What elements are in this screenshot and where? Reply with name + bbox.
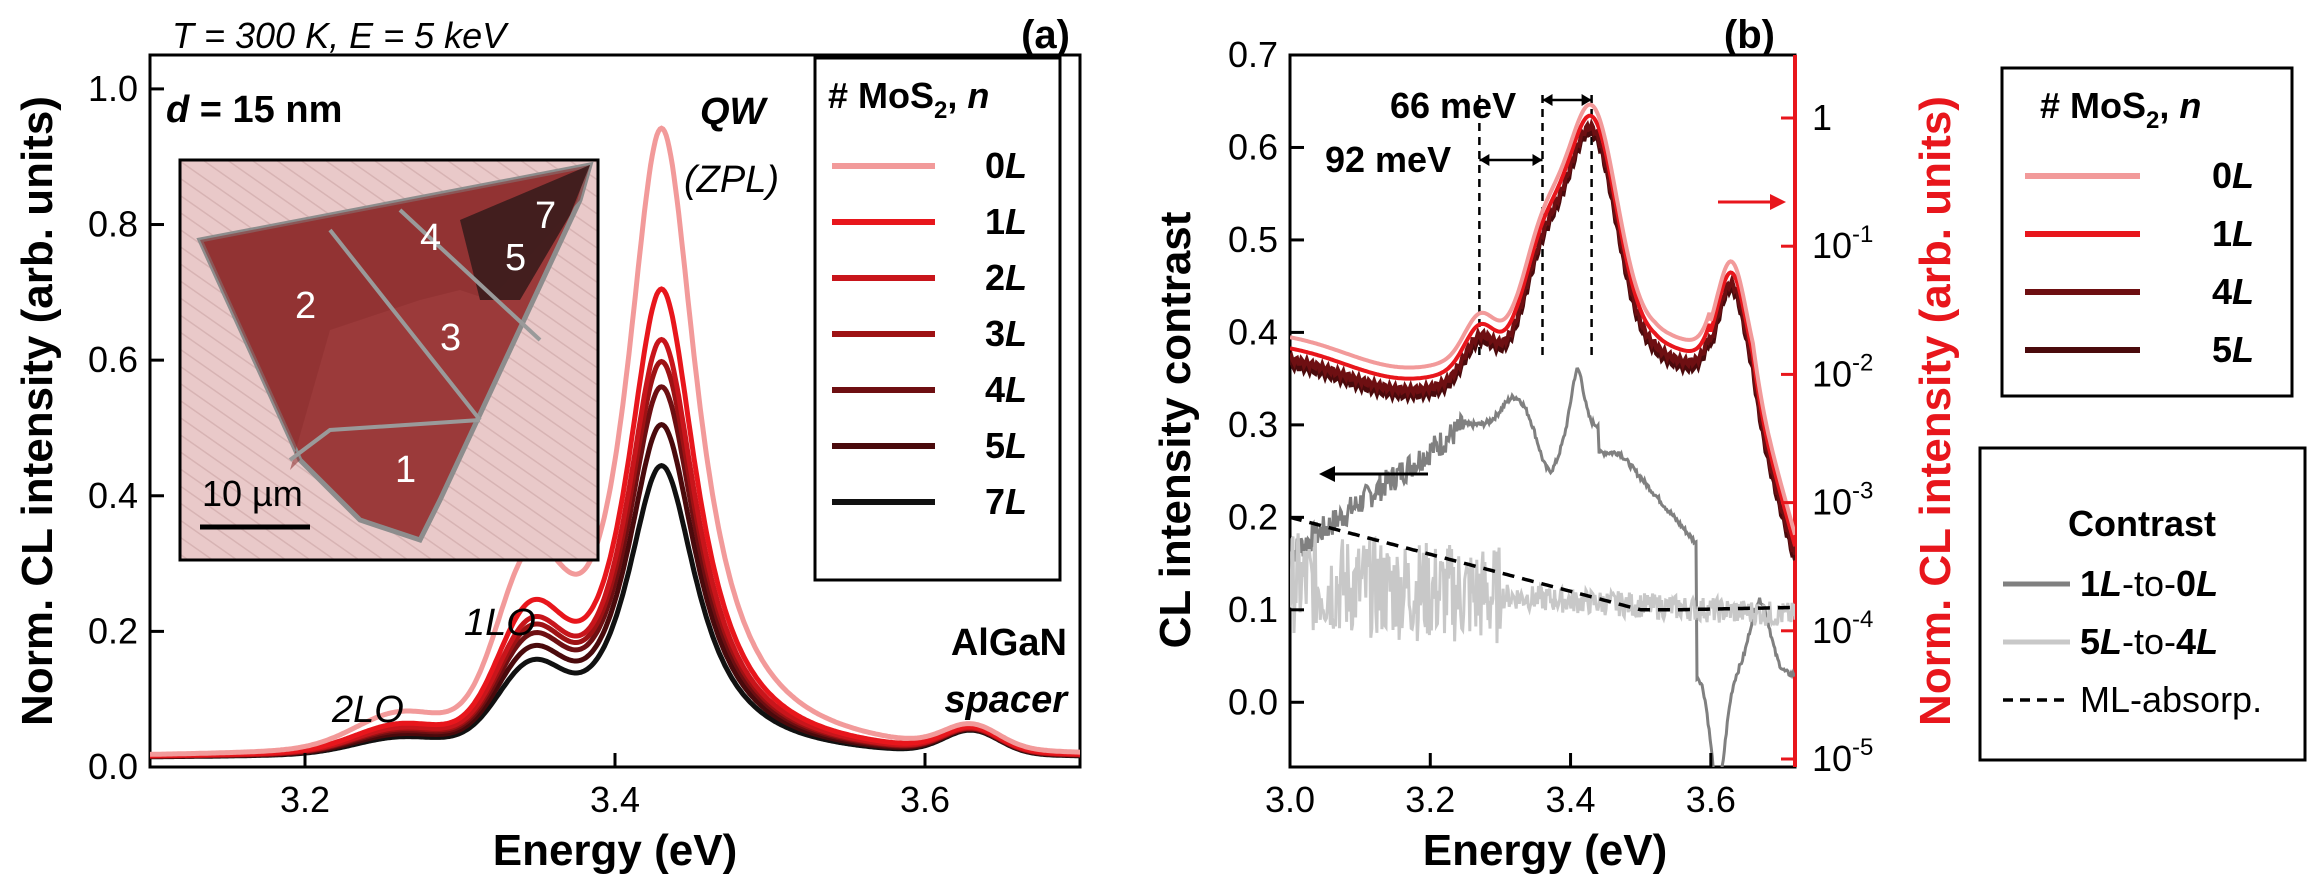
y-axis-title-right-b: Norm. CL intensity (arb. units) [1911, 96, 1960, 726]
y-tick-label-left-b: 0.1 [1228, 589, 1278, 630]
x-tick-label-a: 3.4 [590, 779, 640, 820]
ticks-b: 3.0 3.2 3.4 3.6 0.0 0.1 0.2 0.3 0.4 0.5 0.6 0.7 10-5… [1228, 34, 1873, 820]
y-tick-label-right-b: 10-2 [1812, 349, 1873, 394]
legend-label-0L: 0L [985, 145, 1027, 186]
legend-label-b-1L: 1L [2212, 213, 2254, 254]
legend-label-5L: 5L [985, 425, 1027, 466]
spectrum-line-4L [1290, 118, 1795, 556]
legend-label-2L: 2L [985, 257, 1027, 298]
y-axis-title-a: Norm. CL intensity (arb. units) [13, 96, 62, 726]
x-axis-title-b: Energy (eV) [1423, 826, 1668, 875]
inset-micrograph: 2 3 4 5 7 1 10 µm [178, 158, 600, 562]
legend-label-b-4L: 4L [2212, 271, 2254, 312]
split-66-label: 66 meV [1390, 85, 1516, 126]
x-tick-label-b: 3.0 [1265, 779, 1315, 820]
legend-label-b-5L: 5L [2212, 329, 2254, 370]
y-tick-label-left-b: 0.5 [1228, 219, 1278, 260]
series-line-1L [150, 286, 1080, 758]
scale-bar-label: 10 µm [202, 473, 303, 514]
lo2-label: 2LO [331, 689, 404, 731]
legend-label-contrast-5L-to-4L: 5L-to-4L [2080, 621, 2218, 662]
x-tick-label-a: 3.6 [900, 779, 950, 820]
thickness-label: d = 15 nm [166, 89, 342, 131]
series-line-0L [150, 125, 1080, 757]
right-axis-arrow [1718, 194, 1786, 210]
inset-label-1: 1 [395, 449, 416, 491]
x-tick-label-a: 3.2 [280, 779, 330, 820]
spectrum-line-0L [1290, 102, 1795, 536]
legend-label-contrast-ML-absorp.: ML-absorp. [2080, 679, 2262, 720]
panel-b: 3.0 3.2 3.4 3.6 0.0 0.1 0.2 0.3 0.4 0.5 0.6 0.7 10-5… [1151, 13, 2307, 875]
y-tick-label-right-b: 10-3 [1812, 478, 1873, 523]
series-group-b [1290, 95, 1795, 767]
legend-b-contrast: Contrast 1L-to-0L 5L-to-4L ML-absorp. [1978, 446, 2307, 762]
y-tick-label-right-b: 10-1 [1812, 221, 1873, 266]
legend-a: # MoS2, n 0L 1L 2L 3L 4L 5L 7L [813, 56, 1062, 582]
y-tick-label-left-b: 0.4 [1228, 311, 1278, 352]
legend-title-b: # MoS2, n [2040, 85, 2201, 134]
spectrum-line-1L [1290, 113, 1795, 547]
inset-label-4: 4 [420, 217, 441, 259]
y-tick-label-left-b: 0.6 [1228, 126, 1278, 167]
legend-label-b-0L: 0L [2212, 155, 2254, 196]
inset-label-5: 5 [505, 237, 526, 279]
legend-label-7L: 7L [985, 481, 1027, 522]
y-tick-label-left-b: 0.7 [1228, 34, 1278, 75]
y-tick-label-left-b: 0.3 [1228, 404, 1278, 445]
y-axis-title-left-b: CL intensity contrast [1151, 211, 1200, 648]
inset-label-3: 3 [440, 317, 461, 359]
legend-title-a: # MoS2, n [828, 75, 989, 124]
y-tick-label-right-b: 10-5 [1812, 734, 1873, 779]
algan-label: AlGaN [951, 622, 1067, 664]
legend-b-spectra: # MoS2, n 0L 1L 4L 5L [2000, 66, 2294, 398]
left-axis-arrow [1319, 466, 1428, 482]
panel-a: 3.2 3.4 3.6 0.0 0.2 0.4 0.6 0.8 1.0 T = 300 K, E… [13, 13, 1082, 875]
legend-label-4L: 4L [985, 369, 1027, 410]
y-tick-label-a: 0.2 [88, 610, 138, 651]
split-92-label: 92 meV [1325, 139, 1451, 180]
contrast-line-5L-to-4L [1290, 533, 1795, 644]
legend-label-3L: 3L [985, 313, 1027, 354]
contrast-line-1L-to-0L [1290, 367, 1795, 767]
series-group-a [150, 125, 1080, 760]
y-tick-label-a: 1.0 [88, 68, 138, 109]
y-tick-label-a: 0.4 [88, 475, 138, 516]
conditions-label: T = 300 K, E = 5 keV [172, 15, 509, 56]
panel-label-a: (a) [1021, 13, 1070, 57]
inset-label-7: 7 [535, 195, 556, 237]
x-axis-title-a: Energy (eV) [493, 826, 738, 875]
y-tick-label-a: 0.6 [88, 339, 138, 380]
y-tick-label-right-b: 10-4 [1812, 606, 1873, 651]
ml-absorption-line [1290, 515, 1795, 612]
x-tick-label-b: 3.4 [1546, 779, 1596, 820]
splitting-annotations: 66 meV 92 meV [1325, 85, 1592, 180]
zpl-label: (ZPL) [684, 159, 779, 201]
ticks-a: 3.2 3.4 3.6 0.0 0.2 0.4 0.6 0.8 1.0 [88, 68, 950, 820]
y-tick-label-a: 0.8 [88, 204, 138, 245]
inset-label-2: 2 [295, 285, 316, 327]
x-tick-label-b: 3.2 [1405, 779, 1455, 820]
qw-label: QW [700, 91, 769, 133]
legend-label-1L: 1L [985, 201, 1027, 242]
y-tick-label-right-b: 1 [1812, 97, 1832, 138]
y-tick-label-left-b: 0.2 [1228, 496, 1278, 537]
contrast-legend-title: Contrast [2068, 503, 2216, 544]
legend-label-contrast-1L-to-0L: 1L-to-0L [2080, 563, 2218, 604]
panel-label-b: (b) [1724, 13, 1775, 57]
lo1-label: 1LO [464, 602, 536, 644]
y-tick-label-left-b: 0.0 [1228, 681, 1278, 722]
spacer-label: spacer [944, 679, 1069, 721]
x-tick-label-b: 3.6 [1686, 779, 1736, 820]
y-tick-label-a: 0.0 [88, 746, 138, 787]
